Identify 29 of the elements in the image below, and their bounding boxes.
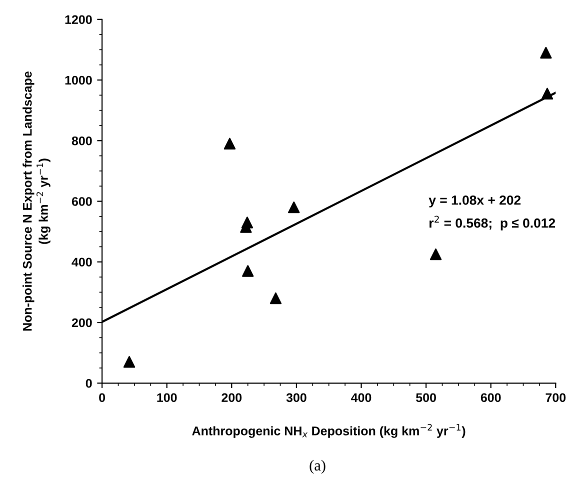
- point: [540, 46, 552, 59]
- y-axis-title: Non-point Source N Export from Landscape (kg km$^{−2}$ yr$^{−1}$): [22, 71, 50, 331]
- annotation: y = 1.08x + 202: [428, 195, 521, 208]
- y-tick-label: 1200: [65, 15, 92, 24]
- point: [430, 248, 442, 260]
- x-tick-label: 700: [546, 393, 566, 402]
- x-tick-label: 0: [99, 393, 106, 402]
- y-tick-label: 400: [72, 258, 92, 267]
- point: [242, 265, 254, 277]
- point: [241, 216, 254, 228]
- x-tick-label: 400: [351, 393, 372, 402]
- y-tick-label: 200: [72, 318, 92, 328]
- x-tick-label: 600: [480, 393, 501, 402]
- point: [288, 201, 300, 214]
- text: (a): [310, 460, 326, 474]
- point: [123, 356, 136, 368]
- point: [270, 292, 282, 304]
- y-tick-label: 600: [72, 197, 92, 206]
- annotation: r$^{2}$ = 0.568; p ≤ 0.012: [430, 216, 556, 230]
- x-axis-title: Anthropogenic NH$_{x}$ Deposition (kg km$^{−2}$ yr$^{−1}$): [192, 424, 466, 438]
- x-tick-label: 500: [416, 393, 436, 402]
- point: [541, 88, 554, 100]
- y-tick-label: 1000: [65, 76, 92, 85]
- x-tick-label: 200: [222, 393, 242, 402]
- y-tick-label: 800: [72, 136, 92, 146]
- point: [224, 138, 236, 150]
- x-tick-label: 100: [157, 393, 177, 402]
- x-tick-label: 300: [286, 393, 306, 402]
- y-tick-label: 0: [86, 378, 92, 388]
